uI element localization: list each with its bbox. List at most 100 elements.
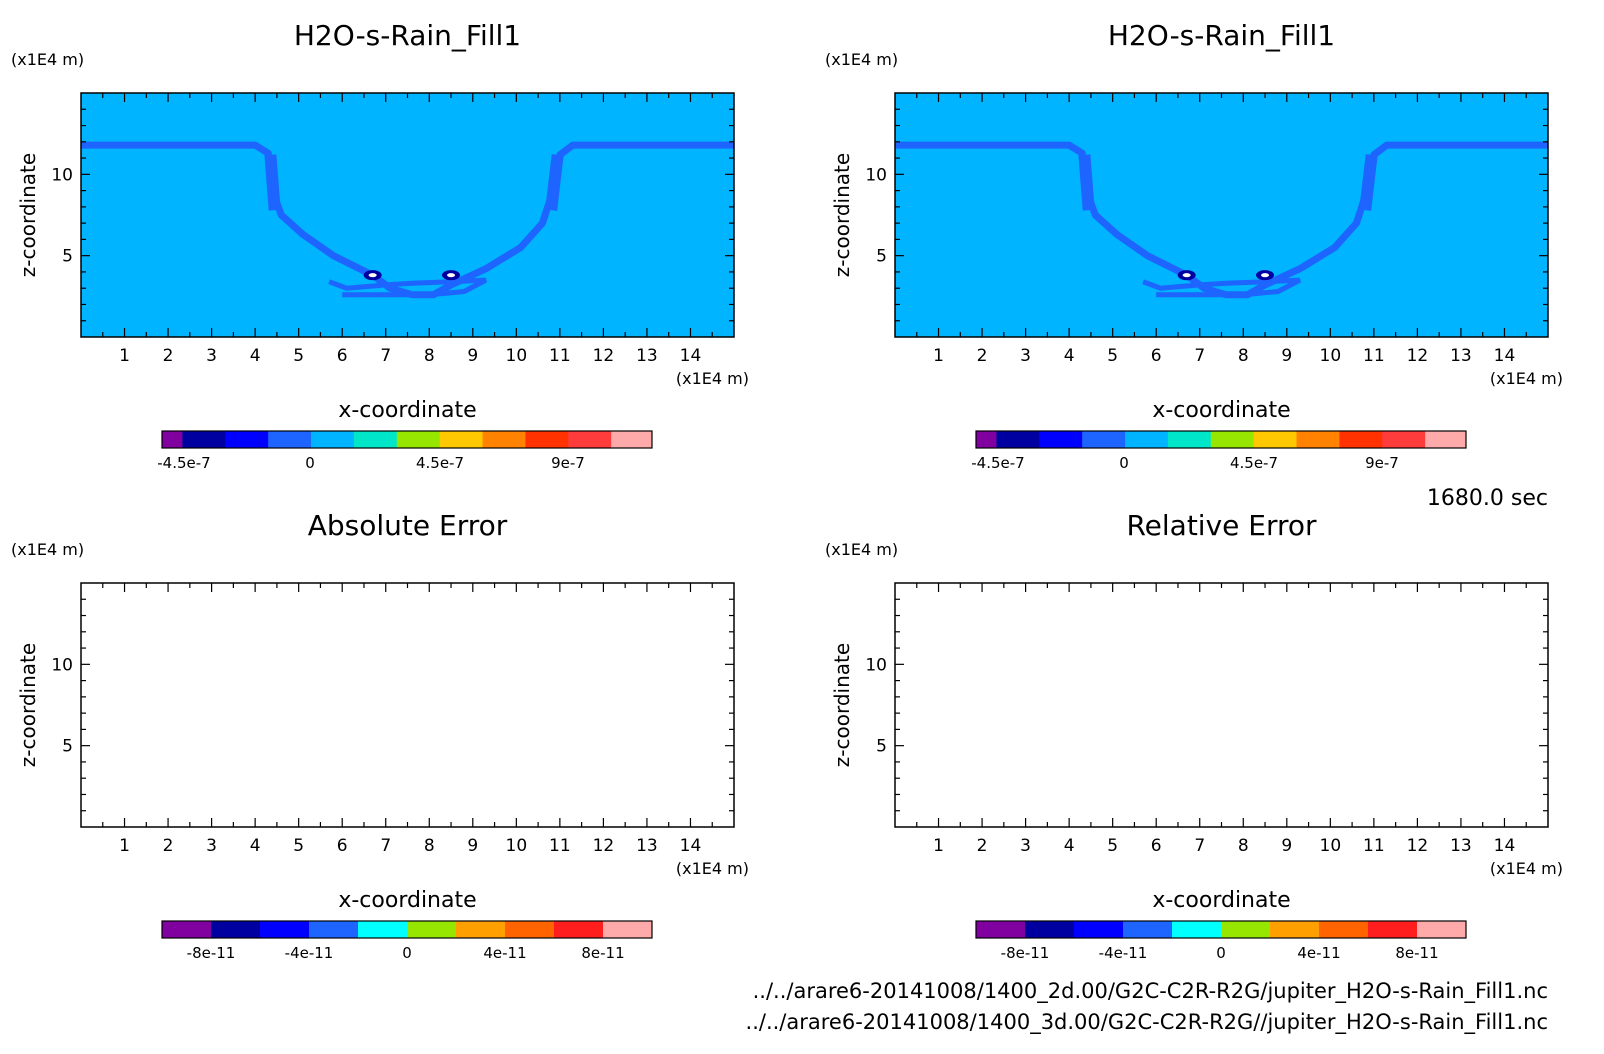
colorbar-swatch	[1253, 431, 1298, 448]
x-tick-label: 2	[977, 346, 988, 366]
colorbar-swatch	[268, 431, 312, 448]
colorbar-swatch	[439, 431, 484, 448]
x-tick-label: 6	[1151, 346, 1162, 366]
colorbar-swatch	[456, 921, 506, 938]
x-tick-label: 4	[1064, 836, 1075, 856]
x-tick-label: 14	[1494, 346, 1516, 366]
plot-frame	[894, 582, 1549, 828]
field-feature-wall-left	[264, 154, 281, 211]
x-tick-label: 8	[1238, 346, 1249, 366]
file-path-3d: ../../arare6-20141008/1400_3d.00/G2C-C2R…	[746, 1010, 1548, 1035]
colorbar-frame	[975, 430, 1467, 449]
colorbar-swatch	[225, 431, 269, 448]
panel-4: Relative Error(x1E4 m)1 2 3 4 5 6 7 8 9 10 11 12 13 1…	[825, 509, 1563, 962]
x-tick-label: 2	[977, 836, 988, 856]
colorbar-swatch	[1210, 431, 1255, 448]
x-tick-label: 2	[163, 836, 174, 856]
colorbar-tick-label: 4.5e-7	[416, 454, 464, 472]
y-tick-label: 10	[51, 655, 73, 675]
x-tick-label: 6	[337, 346, 348, 366]
colorbar-swatch	[525, 431, 569, 448]
x-tick-label: 7	[1194, 836, 1205, 856]
x-tick-label: 9	[467, 836, 478, 856]
panel-title: Relative Error	[1126, 509, 1317, 542]
panel-title: H2O-s-Rain_Fill1	[294, 19, 521, 52]
colorbar-tick-label: 4.5e-7	[1230, 454, 1278, 472]
x-tick-label: 14	[680, 836, 702, 856]
x-tick-label: 4	[250, 836, 261, 856]
colorbar-swatch	[1125, 431, 1169, 448]
colorbar-swatch	[611, 431, 653, 448]
panel-3: Absolute Error(x1E4 m)1 2 3 4 5 6 7 8 9 10 11 12 13 1…	[11, 509, 749, 962]
x-tick-label: 5	[293, 836, 304, 856]
colorbar: -8e-11 -4e-11 0 4e-11 8e-11	[975, 920, 1467, 962]
colorbar-swatch	[976, 431, 997, 448]
colorbar-tick-label: 8e-11	[1395, 944, 1438, 962]
x-tick-label: 10	[1320, 836, 1342, 856]
colorbar-swatch	[1296, 431, 1340, 448]
x-tick-label: 11	[1363, 836, 1385, 856]
plot-frame	[80, 582, 735, 828]
y-axis-title: z-coordinate	[830, 153, 854, 277]
colorbar-swatch	[182, 431, 226, 448]
panel-1: H2O-s-Rain_Fill1(x1E4 m)1 2 3 4 5 6 7 8 9 10 11 12 1…	[11, 19, 749, 472]
file-path-2d: ../../arare6-20141008/1400_2d.00/G2C-C2R…	[753, 979, 1548, 1004]
colorbar-tick-label: 9e-7	[551, 454, 585, 472]
field-background	[895, 93, 1548, 337]
x-tick-label: 7	[380, 346, 391, 366]
field-background	[81, 93, 734, 337]
x-tick-label: 3	[1020, 836, 1031, 856]
colorbar-swatch	[353, 431, 398, 448]
x-tick-label: 5	[1107, 346, 1118, 366]
colorbar-swatch	[1039, 431, 1083, 448]
field-feature-eye-center	[1182, 273, 1191, 278]
x-tick-label: 11	[1363, 346, 1385, 366]
x-tick-label: 8	[1238, 836, 1249, 856]
field-feature-eye-center	[368, 273, 377, 278]
x-tick-label: 9	[1281, 346, 1292, 366]
y-tick-label: 10	[865, 165, 887, 185]
colorbar-swatch	[482, 431, 526, 448]
colorbar-swatch	[162, 921, 212, 938]
colorbar-tick-label: -4.5e-7	[971, 454, 1024, 472]
x-tick-label: 6	[337, 836, 348, 856]
colorbar: -8e-11 -4e-11 0 4e-11 8e-11	[161, 920, 653, 962]
colorbar-swatch	[603, 921, 653, 938]
x-tick-label: 3	[1020, 346, 1031, 366]
colorbar-swatch	[1082, 431, 1126, 448]
colorbar-swatch	[1270, 921, 1320, 938]
colorbar-swatch	[1368, 921, 1418, 938]
colorbar-swatch	[1417, 921, 1467, 938]
x-tick-label: 11	[549, 836, 571, 856]
x-tick-label: 2	[163, 346, 174, 366]
x-tick-label: 6	[1151, 836, 1162, 856]
colorbar-frame	[161, 920, 653, 939]
colorbar-swatch	[505, 921, 555, 938]
colorbar-tick-label: 0	[402, 944, 412, 962]
y-tick-label: 5	[876, 737, 887, 757]
x-tick-label: 5	[293, 346, 304, 366]
x-axis-title: x-coordinate	[338, 888, 476, 913]
colorbar-tick-label: -4.5e-7	[157, 454, 210, 472]
colorbar-swatch	[976, 921, 1026, 938]
x-tick-label: 14	[680, 346, 702, 366]
x-unit-label: (x1E4 m)	[1490, 859, 1563, 878]
x-axis-title: x-coordinate	[338, 398, 476, 423]
colorbar-swatch	[309, 921, 359, 938]
colorbar-swatch	[211, 921, 261, 938]
y-tick-label: 10	[51, 165, 73, 185]
colorbar-swatch	[1425, 431, 1467, 448]
x-tick-label: 8	[424, 346, 435, 366]
colorbar-swatch	[162, 431, 183, 448]
colorbar-tick-label: 8e-11	[581, 944, 624, 962]
y-axis-title: z-coordinate	[16, 153, 40, 277]
y-tick-label: 5	[62, 247, 73, 267]
colorbar-swatch	[1167, 431, 1212, 448]
x-tick-label: 3	[206, 346, 217, 366]
colorbar-swatch	[1074, 921, 1124, 938]
field-feature-wall-left	[1078, 154, 1095, 211]
x-tick-label: 12	[1407, 836, 1429, 856]
colorbar-frame	[161, 430, 653, 449]
x-tick-label: 10	[506, 836, 528, 856]
x-tick-label: 9	[467, 346, 478, 366]
